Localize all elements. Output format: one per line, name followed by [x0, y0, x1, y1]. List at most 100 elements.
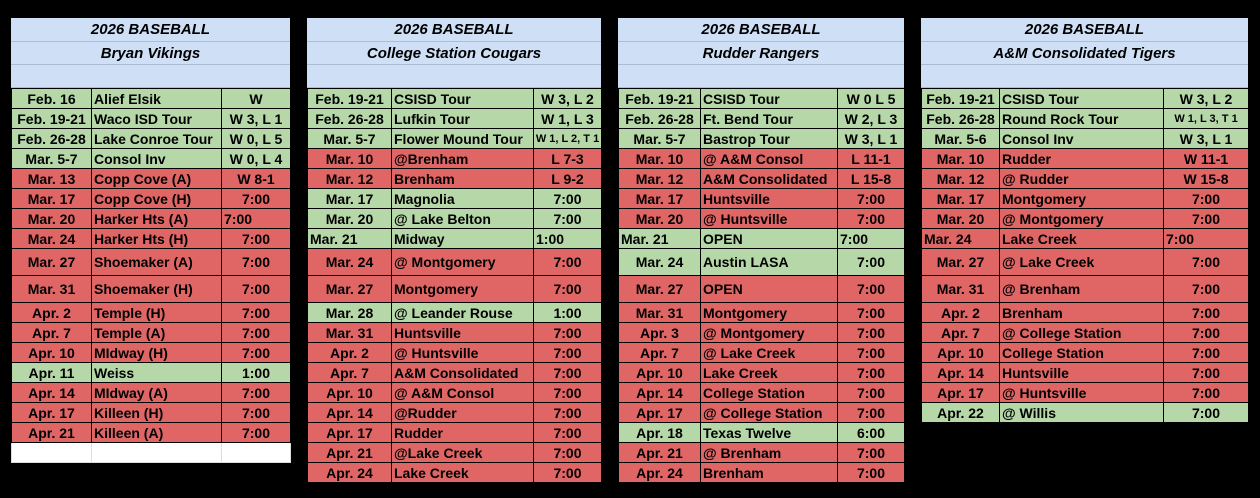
game-opponent: Round Rock Tour	[999, 108, 1164, 129]
game-result: 7:00	[533, 382, 602, 403]
game-row: Mar. 21 Midway 1:00	[307, 228, 602, 249]
game-opponent: Flower Mound Tour	[391, 128, 534, 149]
game-row: Apr. 2 Temple (H) 7:00	[11, 302, 291, 323]
game-row: Mar. 12 A&M Consolidated L 15-8	[618, 168, 905, 189]
game-date: Mar. 12	[921, 168, 1000, 189]
game-date: Apr. 24	[307, 462, 392, 483]
game-result: 7:00	[837, 462, 905, 483]
header-spacer	[307, 65, 601, 88]
game-result: 7:00	[837, 208, 905, 229]
game-date: Apr. 2	[921, 302, 1000, 323]
game-opponent: Temple (A)	[91, 322, 222, 343]
season-title: 2026 BASEBALL	[921, 18, 1248, 42]
game-date: Apr. 7	[307, 362, 392, 383]
game-opponent: @ Huntsville	[391, 342, 534, 363]
game-result: 7:00	[221, 402, 291, 423]
game-opponent: CSISD Tour	[700, 88, 838, 109]
game-result: W 1, L 3	[533, 108, 602, 129]
game-row: Mar. 17 Magnolia 7:00	[307, 188, 602, 209]
game-opponent: @ Huntsville	[700, 208, 838, 229]
game-result: W 0, L 5	[221, 128, 291, 149]
game-result: 7:00	[221, 275, 291, 303]
game-row: Mar. 21 OPEN 7:00	[618, 228, 905, 249]
game-date	[11, 442, 92, 463]
game-date: Mar. 21	[307, 228, 392, 249]
game-result: 7:00	[837, 442, 905, 463]
game-row: Mar. 27 @ Lake Creek 7:00	[921, 248, 1249, 276]
game-date: Mar. 24	[921, 228, 1000, 249]
game-opponent: Brenham	[700, 462, 838, 483]
game-opponent: Bastrop Tour	[700, 128, 838, 149]
game-date: Mar. 31	[618, 302, 701, 323]
game-opponent: @ Lake Creek	[999, 248, 1164, 276]
game-date: Mar. 31	[11, 275, 92, 303]
game-date: Mar. 5-7	[618, 128, 701, 149]
game-result: 7:00	[533, 402, 602, 423]
game-opponent: Magnolia	[391, 188, 534, 209]
game-result: 7:00	[221, 228, 291, 249]
game-date: Apr. 14	[307, 402, 392, 423]
game-opponent: Brenham	[391, 168, 534, 189]
game-row: Apr. 22 @ Willis 7:00	[921, 402, 1249, 423]
game-date: Feb. 19-21	[11, 108, 92, 129]
game-date: Apr. 18	[618, 422, 701, 443]
game-date: Mar. 20	[307, 208, 392, 229]
game-opponent: Huntsville	[999, 362, 1164, 383]
game-row: Mar. 27 Shoemaker (A) 7:00	[11, 248, 291, 276]
game-opponent: Harker Hts (H)	[91, 228, 222, 249]
game-row: Feb. 26-28 Round Rock Tour W 1, L 3, T 1	[921, 108, 1249, 129]
game-date: Apr. 17	[307, 422, 392, 443]
game-result: W 8-1	[221, 168, 291, 189]
game-date: Mar. 20	[921, 208, 1000, 229]
game-row: Mar. 5-7 Consol Inv W 0, L 4	[11, 148, 291, 169]
game-result: 7:00	[1163, 248, 1249, 276]
game-result: W 0 L 5	[837, 88, 905, 109]
game-row: Mar. 20 Harker Hts (A) 7:00	[11, 208, 291, 229]
game-date: Apr. 14	[618, 382, 701, 403]
game-date: Mar. 20	[618, 208, 701, 229]
team-name: A&M Consolidated Tigers	[921, 42, 1248, 65]
team-name: Rudder Rangers	[618, 42, 904, 65]
game-result: 7:00	[533, 275, 602, 303]
game-opponent: @ Leander Rouse	[391, 302, 534, 323]
game-result: 7:00	[1163, 402, 1249, 423]
game-opponent: Austin LASA	[700, 248, 838, 276]
game-date: Feb. 19-21	[921, 88, 1000, 109]
game-row: Apr. 24 Lake Creek 7:00	[307, 462, 602, 483]
game-row: Apr. 17 @ College Station 7:00	[618, 402, 905, 423]
game-date: Mar. 12	[618, 168, 701, 189]
game-result: 1:00	[533, 302, 602, 323]
game-opponent: @ Montgomery	[391, 248, 534, 276]
game-opponent: @ Montgomery	[999, 208, 1164, 229]
game-row: Mar. 5-6 Consol Inv W 3, L 1	[921, 128, 1249, 149]
game-date: Mar. 27	[921, 248, 1000, 276]
game-opponent: Texas Twelve	[700, 422, 838, 443]
game-date: Mar. 31	[307, 322, 392, 343]
schedule-rudder-rangers: 2026 BASEBALL Rudder Rangers Feb. 19-21 CSI…	[618, 18, 905, 483]
game-opponent: Waco ISD Tour	[91, 108, 222, 129]
game-result: W 3, L 2	[1163, 88, 1249, 109]
game-row: Apr. 7 A&M Consolidated 7:00	[307, 362, 602, 383]
game-date: Mar. 24	[618, 248, 701, 276]
game-result: W 2, L 3	[837, 108, 905, 129]
game-date: Mar. 27	[618, 275, 701, 303]
game-opponent: @ A&M Consol	[700, 148, 838, 169]
game-row: Mar. 17 Montgomery 7:00	[921, 188, 1249, 209]
game-date: Mar. 21	[618, 228, 701, 249]
game-date: Apr. 7	[921, 322, 1000, 343]
game-result: 7:00	[533, 248, 602, 276]
game-row: Mar. 20 @ Montgomery 7:00	[921, 208, 1249, 229]
game-result: 7:00	[837, 322, 905, 343]
game-row: Apr. 3 @ Montgomery 7:00	[618, 322, 905, 343]
game-opponent: @ Lake Belton	[391, 208, 534, 229]
game-opponent: Montgomery	[999, 188, 1164, 209]
game-date: Apr. 14	[11, 382, 92, 403]
game-result: 7:00	[221, 422, 291, 443]
game-date: Mar. 5-6	[921, 128, 1000, 149]
game-date: Mar. 13	[11, 168, 92, 189]
game-opponent: A&M Consolidated	[700, 168, 838, 189]
game-result: L 7-3	[533, 148, 602, 169]
game-row: Apr. 21 @ Brenham 7:00	[618, 442, 905, 463]
game-date: Mar. 27	[307, 275, 392, 303]
game-date: Apr. 17	[618, 402, 701, 423]
